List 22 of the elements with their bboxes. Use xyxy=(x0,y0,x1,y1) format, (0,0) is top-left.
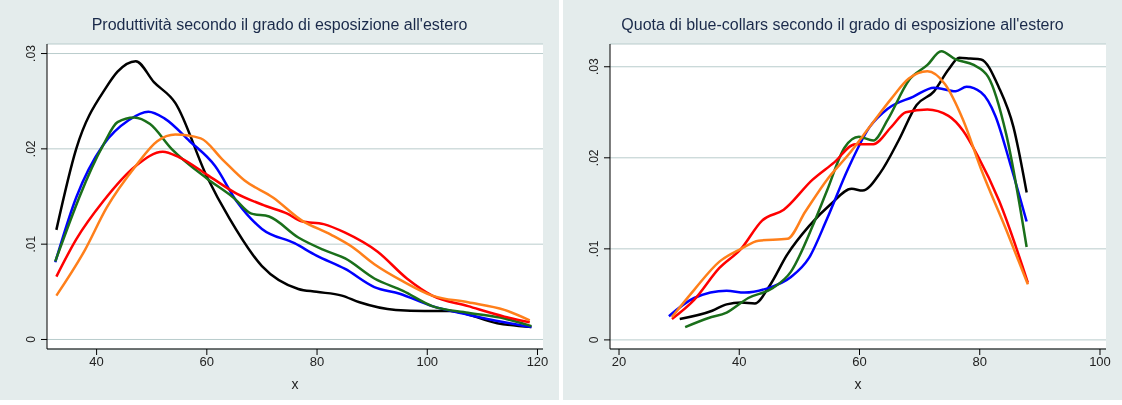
y-tick-label: .02 xyxy=(24,140,38,158)
x-tick-label: 120 xyxy=(526,354,549,370)
x-tick-label: 20 xyxy=(611,354,627,370)
y-tick-label: .01 xyxy=(24,235,38,253)
y-tick-label: .03 xyxy=(587,58,601,76)
chart-title: Quota di blue-collars secondo il grado di esposizione all'estero xyxy=(620,16,1065,34)
chart-title: Produttività secondo il grado di esposizione all'estero xyxy=(90,16,469,34)
x-tick-label: 100 xyxy=(416,354,439,370)
x-tick-label: 40 xyxy=(732,354,747,370)
y-tick-label: 0 xyxy=(24,335,38,343)
x-tick-label: 60 xyxy=(852,354,867,370)
y-tick-label: 0 xyxy=(587,336,601,344)
x-tick-label: 60 xyxy=(199,354,215,370)
y-tick-label: .01 xyxy=(587,240,601,258)
x-axis-title: x xyxy=(854,376,862,392)
x-tick-label: 80 xyxy=(309,354,325,370)
x-tick-label: 80 xyxy=(972,354,987,370)
x-axis-title: x xyxy=(291,376,299,392)
x-tick-label: 100 xyxy=(1089,354,1111,370)
x-tick-label: 40 xyxy=(89,354,104,370)
y-tick-label: .03 xyxy=(24,44,38,62)
y-tick-label: .02 xyxy=(587,149,601,167)
